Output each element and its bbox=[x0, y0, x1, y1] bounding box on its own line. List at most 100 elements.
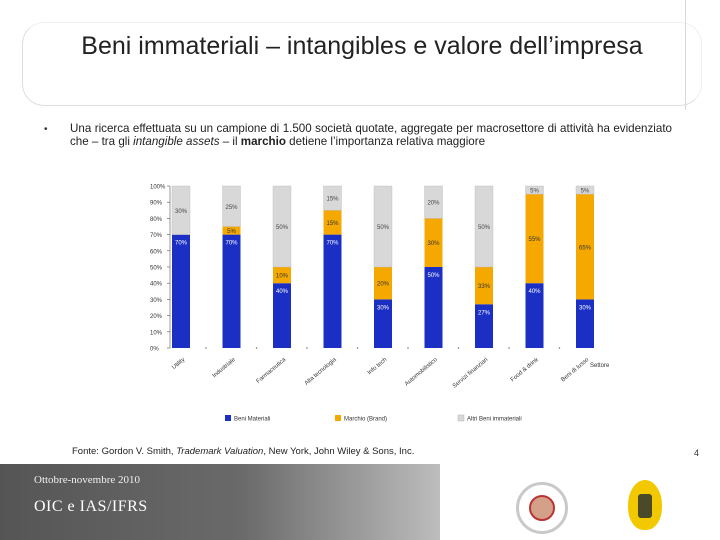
stacked-bar-chart: 0% 10% 20% 30% 40% 50% 60% 70% 80% 90% 100% 70% 30% U… bbox=[150, 185, 610, 423]
bar-data-label: 25% bbox=[225, 205, 238, 211]
bar-segment bbox=[273, 283, 291, 348]
bar-data-label: 50% bbox=[427, 273, 440, 279]
bar-segment bbox=[525, 283, 544, 348]
x-tick-dot bbox=[508, 347, 510, 349]
y-tick-label: 30% bbox=[150, 298, 163, 304]
bar-data-label: 40% bbox=[276, 289, 289, 295]
bar-data-label: 55% bbox=[528, 237, 541, 243]
x-tick-dot bbox=[205, 347, 207, 349]
page-number: 4 bbox=[694, 448, 700, 458]
bar-data-label: 15% bbox=[326, 197, 339, 203]
x-tick-dot bbox=[356, 347, 359, 349]
oic-logo-emblem bbox=[638, 494, 652, 518]
source-suffix: , New York, John Wiley & Sons, Inc. bbox=[263, 446, 415, 457]
legend-label: Beni Materiali bbox=[234, 417, 270, 423]
bar-segment bbox=[576, 194, 594, 300]
odcec-seal-logo bbox=[516, 482, 568, 534]
x-category-label: Farmaceutica bbox=[256, 357, 288, 385]
y-tick-label: 70% bbox=[150, 233, 163, 239]
y-tick-label: 50% bbox=[150, 266, 163, 272]
legend-swatch bbox=[335, 415, 341, 421]
bar-segment bbox=[374, 267, 392, 300]
bar-data-label: 65% bbox=[579, 245, 592, 251]
bar-data-label: 5% bbox=[581, 189, 590, 195]
bar-data-label: 50% bbox=[276, 225, 289, 231]
bullet-text-part2: – il bbox=[219, 134, 241, 148]
bar-data-label: 5% bbox=[530, 189, 539, 195]
bar-data-label: 15% bbox=[326, 221, 339, 227]
bullet-paragraph: Una ricerca effettuata su un campione di… bbox=[70, 122, 672, 148]
legend-swatch bbox=[225, 415, 231, 421]
x-category-label: Utility bbox=[171, 357, 186, 371]
x-category-label: Info tech bbox=[367, 357, 388, 376]
bar-segment bbox=[323, 210, 342, 235]
bar-segment bbox=[222, 234, 241, 348]
x-tick-dot bbox=[255, 347, 258, 349]
bar-data-label: 70% bbox=[175, 241, 188, 247]
bar-data-label: 5% bbox=[227, 229, 236, 235]
x-category-label: Automobilistico bbox=[404, 357, 439, 388]
source-note: Fonte: Gordon V. Smith, Trademark Valuat… bbox=[72, 446, 414, 457]
bar-segment bbox=[475, 267, 493, 305]
title-divider bbox=[685, 0, 686, 110]
bar-segment bbox=[575, 185, 595, 195]
footer-date: Ottobre-novembre 2010 bbox=[34, 474, 140, 486]
x-category-label: Servizi finanziari bbox=[452, 357, 489, 390]
bar-data-label: 30% bbox=[175, 209, 188, 215]
bullet-strong: marchio bbox=[240, 134, 286, 148]
legend-label: Altri Beni immateriali bbox=[467, 417, 522, 423]
bar-segment bbox=[323, 234, 342, 348]
source-prefix: Fonte: Gordon V. Smith, bbox=[72, 446, 177, 457]
slide-title: Beni immateriali – intangibles e valore … bbox=[81, 32, 643, 60]
bar-segment bbox=[222, 185, 241, 227]
bullet-text-part1: Una ricerca effettuata su un campione di… bbox=[70, 122, 672, 148]
bar-data-label: 50% bbox=[478, 225, 491, 231]
bar-segment bbox=[475, 304, 493, 348]
source-book: Trademark Valuation bbox=[176, 446, 264, 457]
y-tick-label: 20% bbox=[150, 314, 163, 320]
x-axis-tail-label: Settore bbox=[590, 363, 610, 369]
legend-swatch bbox=[457, 414, 465, 422]
bar-data-label: 40% bbox=[528, 289, 541, 295]
bar-segment bbox=[525, 185, 544, 195]
bar-segment bbox=[373, 185, 393, 268]
bar-data-label: 27% bbox=[478, 310, 491, 316]
footer-banner bbox=[0, 464, 440, 540]
bar-segment bbox=[374, 299, 392, 348]
y-tick-label: 40% bbox=[150, 282, 163, 288]
bar-segment bbox=[222, 226, 241, 235]
bar-segment bbox=[272, 185, 292, 268]
bar-segment bbox=[525, 194, 544, 284]
bar-data-label: 30% bbox=[579, 305, 592, 311]
bar-data-label: 10% bbox=[276, 274, 289, 280]
x-tick-dot bbox=[457, 347, 460, 349]
y-tick-label: 60% bbox=[150, 249, 163, 255]
y-tick-label: 100% bbox=[150, 185, 166, 191]
y-tick-label: 10% bbox=[150, 330, 163, 336]
bar-segment bbox=[171, 185, 191, 235]
x-tick-dot bbox=[558, 347, 561, 349]
bar-segment bbox=[273, 267, 291, 284]
bar-segment bbox=[424, 218, 443, 267]
bar-segment bbox=[323, 185, 342, 211]
x-category-label: Beni di lusso bbox=[560, 357, 590, 384]
bar-data-label: 20% bbox=[377, 282, 390, 288]
bar-data-label: 70% bbox=[326, 241, 339, 247]
x-category-label: Industriale bbox=[212, 357, 238, 380]
x-tick-dot bbox=[407, 347, 409, 349]
bar-data-label: 70% bbox=[225, 241, 238, 247]
bar-data-label: 33% bbox=[478, 284, 491, 290]
bar-segment bbox=[424, 267, 443, 348]
bullet-marker: • bbox=[44, 124, 48, 135]
bullet-emphasis: intangible assets bbox=[133, 134, 220, 148]
x-category-label: Alta tecnologia bbox=[304, 357, 339, 387]
bar-segment bbox=[576, 299, 594, 348]
odcec-seal-emblem bbox=[529, 495, 555, 521]
legend-label: Marchio (Brand) bbox=[344, 417, 387, 423]
title-frame bbox=[22, 22, 702, 106]
bar-segment bbox=[474, 185, 494, 268]
x-tick-dot bbox=[306, 347, 308, 349]
bar-data-label: 30% bbox=[377, 305, 390, 311]
y-tick-label: 80% bbox=[150, 217, 163, 223]
bar-segment bbox=[172, 234, 190, 348]
